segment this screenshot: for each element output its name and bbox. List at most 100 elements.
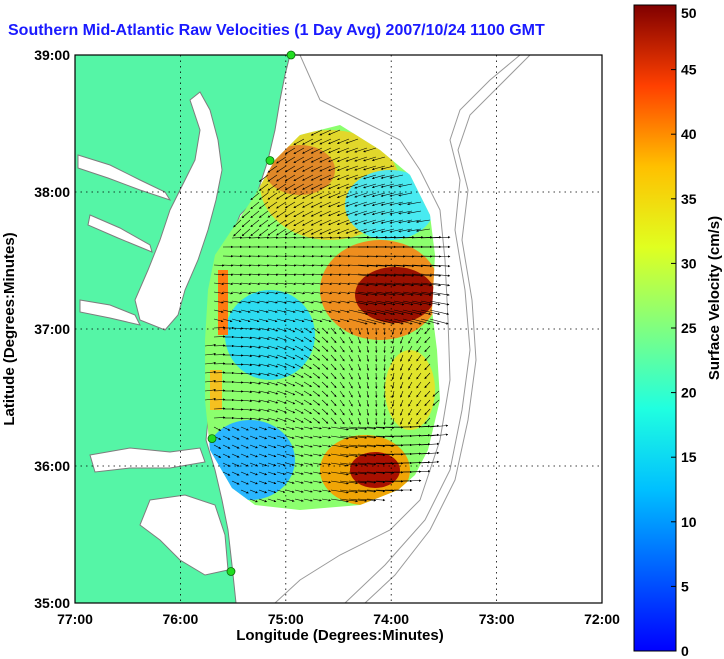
velocity-arrow — [310, 129, 323, 136]
velocity-arrow — [393, 282, 414, 287]
velocity-arrow — [294, 372, 304, 378]
velocity-arrow — [402, 309, 423, 316]
velocity-arrow — [303, 318, 314, 323]
velocity-arrow — [402, 300, 423, 306]
velocity-arrow — [258, 291, 270, 295]
station-markers — [207, 50, 296, 576]
depth-contour-1 — [274, 55, 451, 603]
velocity-arrow — [213, 273, 225, 276]
velocity-arrow — [348, 327, 353, 335]
velocity-arrow — [366, 300, 387, 306]
velocity-arrow — [389, 174, 404, 179]
velocity-arrow — [258, 363, 270, 368]
velocity-arrow — [420, 236, 442, 239]
velocity-arrow — [267, 273, 279, 276]
velocity-arrow — [204, 379, 217, 383]
velocity-arrow — [276, 435, 286, 439]
velocity-arrow — [321, 354, 329, 361]
velocity-arrow — [222, 426, 231, 431]
x-tick-label: 76:00 — [162, 611, 198, 627]
velocity-arrow — [339, 336, 345, 344]
velocity-arrow — [258, 390, 270, 395]
velocity-arrow — [303, 462, 313, 466]
velocity-arrow — [330, 444, 349, 449]
velocity-arrow — [354, 192, 368, 198]
velocity-arrow — [249, 354, 261, 358]
velocity-arrow — [391, 372, 395, 380]
velocity-arrow — [411, 264, 433, 268]
velocity-arrow — [293, 210, 305, 218]
velocity-arrow — [345, 210, 359, 216]
velocity-arrow — [276, 264, 288, 267]
velocity-arrow — [222, 435, 231, 440]
velocity-arrow — [371, 183, 386, 189]
velocity-arrow — [213, 335, 226, 338]
velocity-arrow — [345, 219, 359, 225]
velocity-arrow — [303, 309, 314, 313]
velocity-arrow — [302, 219, 314, 226]
velocity-arrow — [284, 210, 296, 218]
map-grid — [75, 55, 602, 603]
potomac-river — [77, 154, 172, 201]
velocity-arrow — [339, 417, 345, 425]
velocity-arrow — [321, 417, 329, 424]
velocity-arrow — [357, 345, 361, 353]
velocity-arrow — [408, 345, 413, 353]
velocity-arrow — [240, 354, 253, 358]
velocity-arrow — [294, 282, 306, 286]
velocity-arrow — [328, 192, 341, 199]
velocity-arrow — [258, 192, 269, 200]
velocity-arrow — [389, 210, 404, 215]
velocity-arrow — [312, 462, 322, 466]
velocity-arrow — [411, 291, 432, 296]
velocity-arrow — [231, 273, 243, 276]
velocity-arrow — [310, 174, 323, 181]
velocity-arrow — [380, 210, 395, 215]
velocity-arrow — [408, 336, 413, 344]
velocity-arrow — [204, 397, 217, 401]
velocity-arrow — [267, 480, 277, 485]
velocity-arrow — [250, 201, 260, 210]
velocity-arrow — [240, 282, 252, 286]
velocity-arrow — [321, 471, 331, 475]
velocity-arrow — [303, 426, 313, 430]
velocity-arrow — [330, 291, 342, 295]
velocity-arrow — [310, 147, 323, 154]
velocity-arrow — [398, 210, 413, 215]
velocity-arrow — [375, 435, 395, 438]
velocity-arrow — [363, 165, 377, 171]
velocity-arrow — [240, 273, 252, 276]
velocity-arrow — [312, 336, 321, 343]
velocity-arrow — [380, 201, 395, 206]
velocity-arrow — [357, 498, 377, 502]
velocity-arrow — [276, 228, 287, 236]
velocity-arrow — [420, 460, 440, 464]
velocity-arrow — [330, 408, 337, 416]
pamlico-sound — [139, 494, 229, 576]
velocity-arrow — [380, 192, 395, 197]
velocity-arrow — [293, 201, 305, 209]
velocity-arrow — [339, 390, 345, 398]
velocity-arrow — [267, 219, 278, 227]
velocity-arrow — [330, 318, 341, 323]
velocity-arrow — [213, 353, 226, 356]
velocity-arrow — [416, 390, 422, 398]
velocity-arrow — [213, 344, 226, 347]
velocity-arrow — [284, 156, 296, 164]
velocity-arrow — [411, 282, 432, 287]
velocity-arrow — [339, 408, 345, 416]
velocity-arrow — [384, 264, 406, 268]
velocity-arrow — [348, 426, 368, 430]
velocity-arrow — [303, 282, 315, 286]
velocity-arrow — [241, 210, 251, 219]
velocity-arrow — [213, 380, 226, 383]
velocity-arrow — [303, 336, 312, 343]
colorbar-tick-label: 25 — [681, 320, 697, 336]
velocity-arrow — [416, 336, 422, 344]
velocity-arrow — [302, 165, 314, 172]
velocity-arrow — [366, 372, 370, 380]
velocity-arrow — [330, 336, 337, 344]
velocity-arrow — [391, 408, 395, 416]
x-axis-label: Longitude (Degrees:Minutes) — [236, 627, 444, 644]
velocity-arrow — [366, 345, 370, 353]
